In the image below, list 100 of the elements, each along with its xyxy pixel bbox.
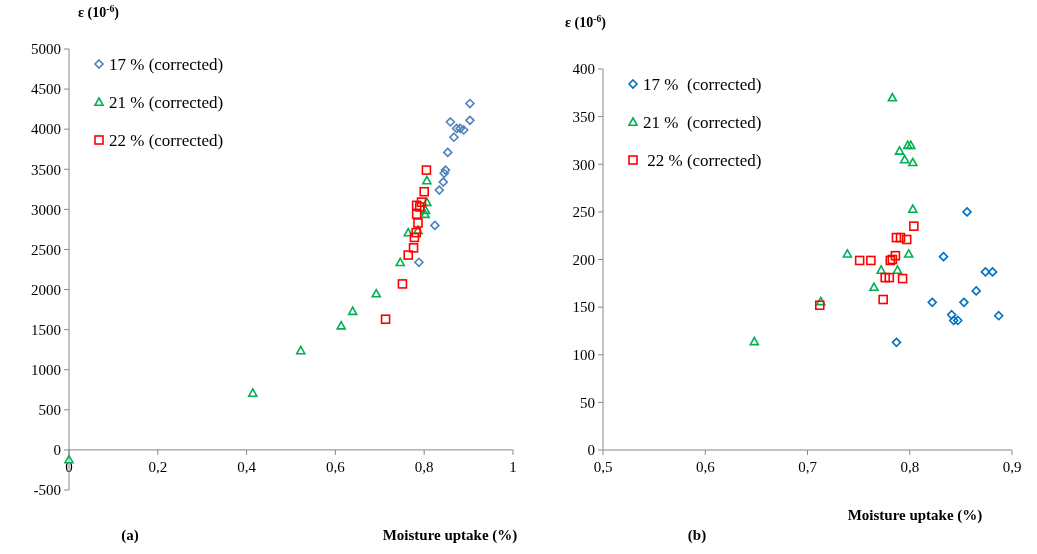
- y-tick-label: 4500: [31, 81, 61, 98]
- point: [465, 115, 475, 126]
- y-tick-label: 1500: [31, 321, 61, 338]
- point: [980, 267, 991, 277]
- point: [971, 286, 982, 296]
- point: [953, 315, 963, 326]
- y-tick-label: 3500: [31, 161, 61, 178]
- point: [442, 147, 453, 158]
- legend-label: 21 % (corrected): [109, 92, 224, 112]
- point: [419, 186, 429, 197]
- y-tick-label: 0: [53, 442, 61, 459]
- x-tick-label: 1: [509, 458, 517, 475]
- point: [892, 265, 903, 274]
- legend-label: 17 % (corrected): [109, 54, 224, 74]
- point: [395, 257, 406, 267]
- y-tick-label: 50: [580, 394, 595, 411]
- point: [420, 205, 431, 215]
- point: [295, 345, 306, 355]
- x-axis-title: Moisture uptake (%): [382, 527, 518, 544]
- point: [908, 157, 918, 167]
- point: [749, 336, 760, 346]
- point: [445, 117, 456, 127]
- legend-label: 17 % (corrected): [643, 74, 762, 94]
- point: [380, 314, 391, 325]
- point: [336, 320, 346, 330]
- x-tick-label: 0,8: [414, 458, 434, 475]
- text: (a): [121, 527, 139, 544]
- point: [962, 207, 972, 217]
- point: [451, 123, 462, 134]
- point: [449, 132, 459, 142]
- x-tick-label: 0,9: [1002, 459, 1022, 475]
- point: [891, 337, 902, 348]
- point: [371, 288, 382, 298]
- point: [815, 296, 826, 306]
- point: [411, 209, 422, 219]
- x-tick-label: 0,8: [900, 459, 920, 475]
- y-tick-label: 0: [587, 442, 595, 459]
- point: [987, 267, 998, 277]
- point: [887, 92, 898, 102]
- point: [890, 250, 901, 261]
- point: [878, 294, 888, 305]
- point: [854, 255, 865, 266]
- point: [440, 165, 451, 175]
- y-axis-title: ε (10$^{-6}$): [78, 2, 120, 21]
- point: [430, 220, 440, 231]
- point: [434, 185, 445, 195]
- y-tick-label: -500: [33, 482, 61, 499]
- point: [903, 248, 914, 258]
- y-axis-title: ε (10$^{-6}$): [565, 12, 607, 31]
- y-tick-label: 2000: [31, 281, 61, 298]
- legend-label: 22 % (corrected): [109, 130, 224, 150]
- point: [880, 272, 891, 283]
- y-tick-label: 100: [572, 347, 595, 363]
- point: [64, 454, 74, 464]
- point: [416, 197, 427, 207]
- point: [422, 175, 432, 185]
- point: [455, 123, 465, 134]
- point: [439, 168, 449, 179]
- x-tick-label: 0,7: [798, 459, 818, 475]
- point: [899, 154, 910, 164]
- point: [409, 232, 420, 243]
- y-tick-label: 300: [572, 156, 595, 173]
- y-tick-label: 150: [572, 299, 595, 316]
- point: [403, 227, 414, 237]
- y-tick-label: 5000: [31, 41, 61, 58]
- point: [909, 221, 919, 231]
- point: [465, 98, 475, 109]
- point: [248, 388, 258, 397]
- point: [895, 232, 906, 243]
- x-tick-label: 0,2: [148, 458, 168, 475]
- point: [413, 218, 423, 228]
- y-tick-label: 350: [572, 108, 595, 125]
- x-axis-title: Moisture uptake (%): [847, 507, 983, 524]
- text: (b): [687, 527, 707, 544]
- point: [408, 243, 419, 253]
- point: [938, 251, 949, 262]
- point: [897, 273, 908, 284]
- y-tick-label: 2500: [31, 241, 61, 258]
- point: [869, 282, 879, 292]
- y-tick-label: 400: [572, 61, 595, 78]
- y-tick-label: 1000: [31, 361, 61, 378]
- y-tick-label: 250: [572, 204, 595, 221]
- point: [927, 297, 938, 308]
- y-tick-label: 4000: [31, 121, 61, 138]
- y-tick-label: 500: [38, 402, 61, 419]
- point: [842, 248, 853, 258]
- point: [397, 279, 408, 289]
- point: [414, 257, 424, 268]
- point: [891, 232, 902, 243]
- x-tick-label: 0,6: [326, 458, 346, 475]
- point: [901, 234, 912, 245]
- y-tick-label: 200: [572, 251, 595, 268]
- x-tick-label: 0,4: [237, 458, 257, 475]
- point: [403, 250, 414, 260]
- point: [959, 297, 969, 308]
- point: [894, 146, 905, 155]
- point: [884, 272, 895, 283]
- point: [347, 306, 358, 316]
- point: [946, 309, 957, 320]
- point: [993, 310, 1004, 321]
